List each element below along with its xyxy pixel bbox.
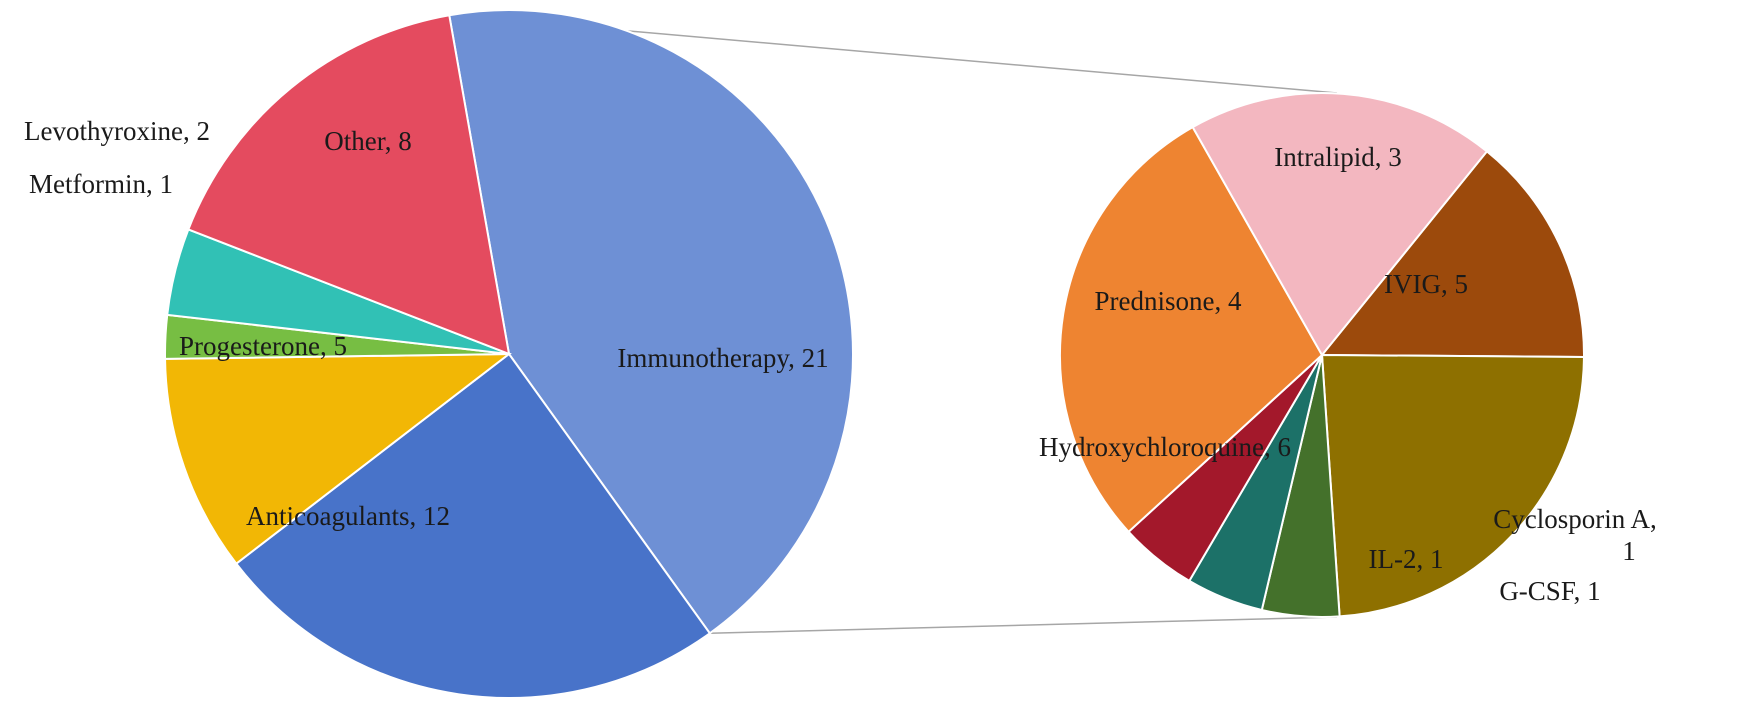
main-slice-immunotherapy [448, 9, 854, 635]
sub-label-hydroxychloroquine: Hydroxychloroquine, 6 [1039, 432, 1291, 462]
main-pie [164, 9, 854, 699]
main-label-other: Other, 8 [324, 126, 411, 156]
slice-labels: Immunotherapy, 21 Anticoagulants, 12 Proge… [24, 116, 1657, 606]
sub-slice-hydroxychloroquine [1059, 125, 1324, 534]
main-slice-other [187, 14, 511, 356]
sub-label-cyclosporin-a: Cyclosporin A, [1493, 504, 1657, 534]
sub-label-intralipid: Intralipid, 3 [1274, 142, 1401, 172]
main-label-levothyroxine: Levothyroxine, 2 [24, 116, 210, 146]
sub-label-g-csf: G-CSF, 1 [1499, 576, 1600, 606]
main-label-anticoagulants: Anticoagulants, 12 [246, 501, 450, 531]
sub-label-il-2: IL-2, 1 [1369, 544, 1444, 574]
sub-label-prednisone: Prednisone, 4 [1095, 286, 1242, 316]
main-label-metformin: Metformin, 1 [29, 169, 173, 199]
main-slice-progesterone [164, 352, 512, 566]
sub-label-ivig: IVIG, 5 [1384, 269, 1468, 299]
sub-slice-prednisone [1191, 92, 1489, 357]
sub-slice-ivig [1320, 353, 1585, 618]
main-slice-anticoagulants [234, 352, 712, 699]
sub-slice-intralipid [1319, 149, 1585, 358]
main-label-progesterone: Progesterone, 5 [179, 331, 347, 361]
connector-line-bottom [709, 616, 1338, 635]
sub-label-cyclosporin-a-value: 1 [1622, 536, 1636, 566]
immunotherapy-breakdown-pie [1059, 92, 1585, 618]
main-label-immunotherapy: Immunotherapy, 21 [617, 343, 828, 373]
